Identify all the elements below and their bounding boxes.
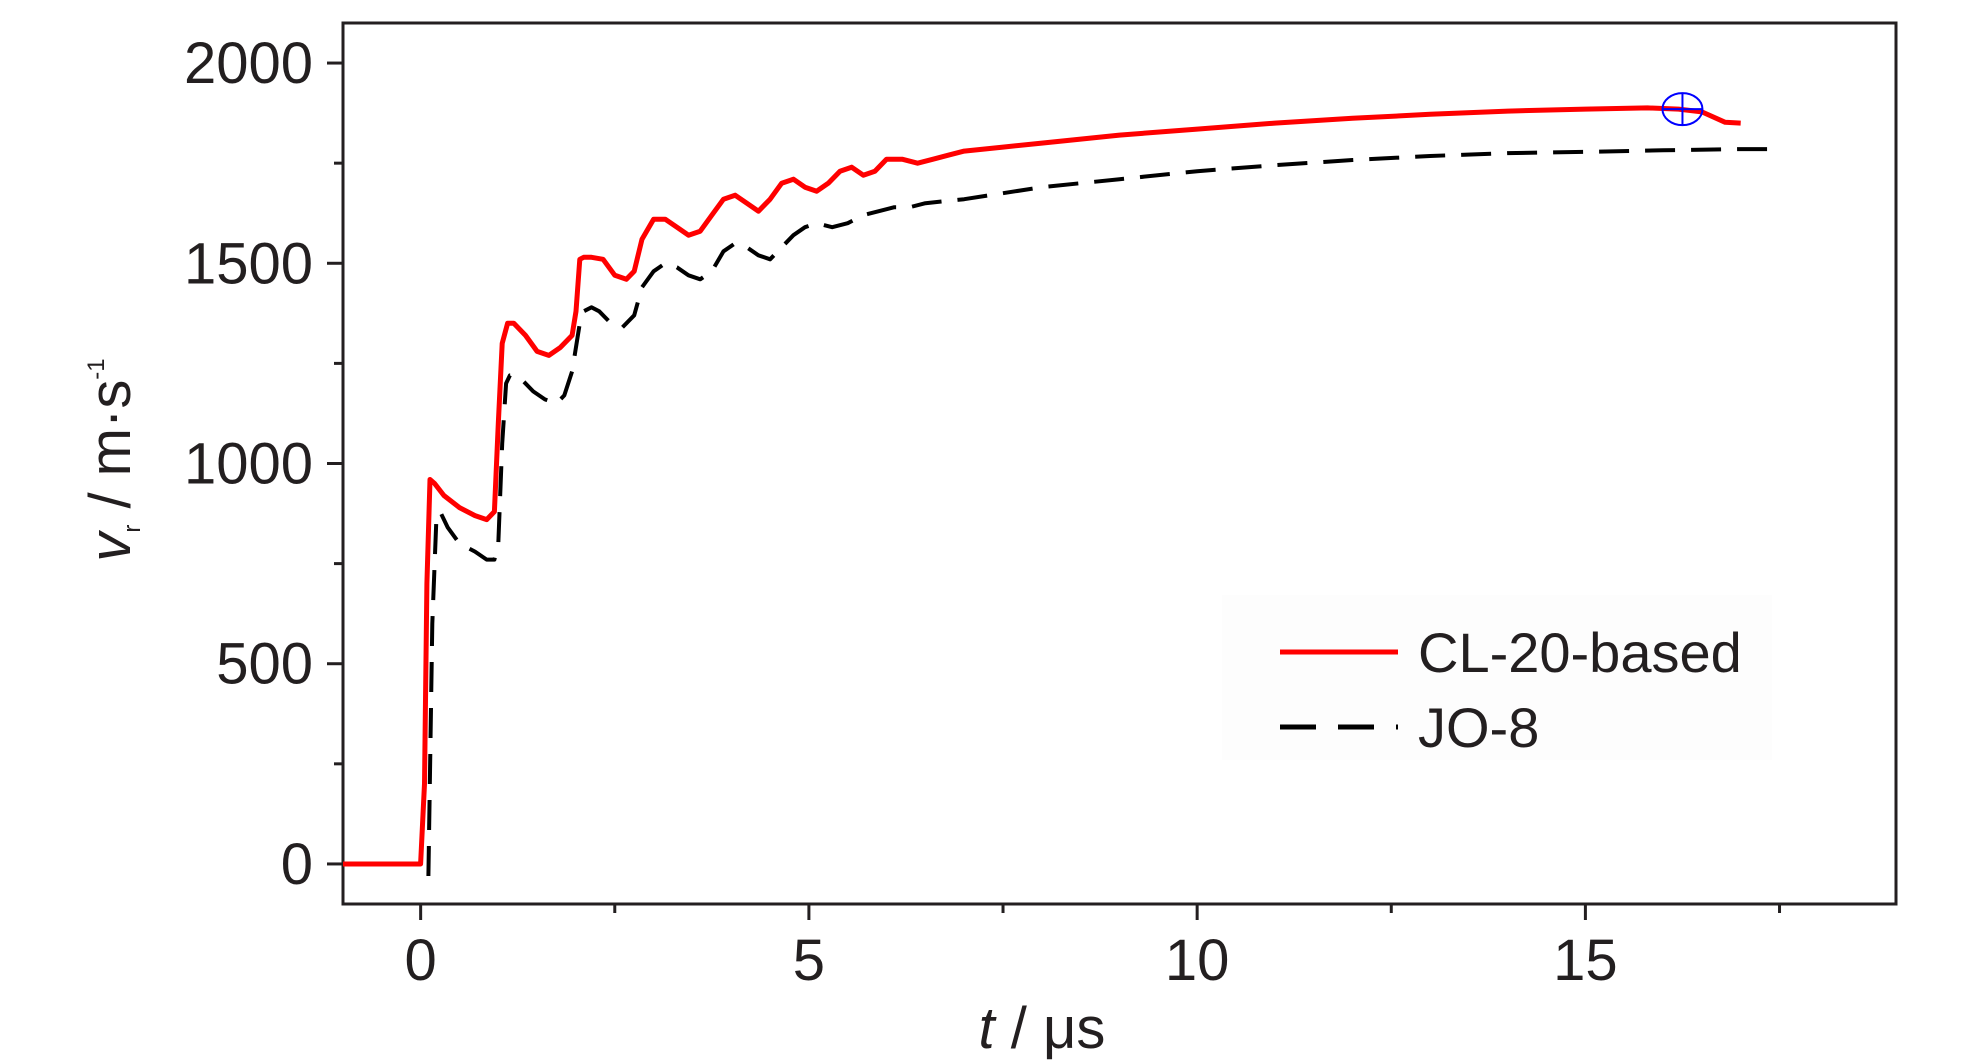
x-tick-label: 0 [405,928,437,993]
plot-frame [341,21,1898,906]
y-axis-label-sup: -1 [83,358,110,379]
legend-label-cl20: CL-20-based [1418,621,1742,684]
highlight-marker [1661,92,1704,127]
y-axis-label-var: v [78,530,143,562]
series-line-jo-8 [426,147,1780,877]
x-tick-label: 10 [1165,928,1230,993]
y-tick-label: 2000 [184,31,313,96]
x-tick-label: 5 [793,928,825,993]
y-axis-label: vr / m·s-1 [78,358,146,561]
y-tick-label: 0 [281,832,313,897]
legend-background [1222,595,1772,760]
x-axis-label: t / μs [979,996,1106,1061]
x-axis-label-unit: / μs [995,996,1106,1061]
legend-label-jo8: JO-8 [1418,696,1539,759]
y-axis-label-sub: r [119,525,146,533]
x-axis-ticks: 0 5 10 15 [405,904,1782,993]
y-tick-label: 1000 [184,432,313,497]
y-axis-label-unit: / m·s [78,380,143,525]
y-axis-ticks: 0 500 1000 1500 2000 [184,31,343,897]
legend: CL-20-based JO-8 [1222,595,1772,760]
y-tick-label: 500 [216,632,313,697]
series-line-cl-20-based [343,105,1741,867]
series-layer [343,105,1780,877]
x-tick-label: 15 [1553,928,1618,993]
y-tick-label: 1500 [184,231,313,296]
x-axis-label-var: t [979,996,998,1061]
